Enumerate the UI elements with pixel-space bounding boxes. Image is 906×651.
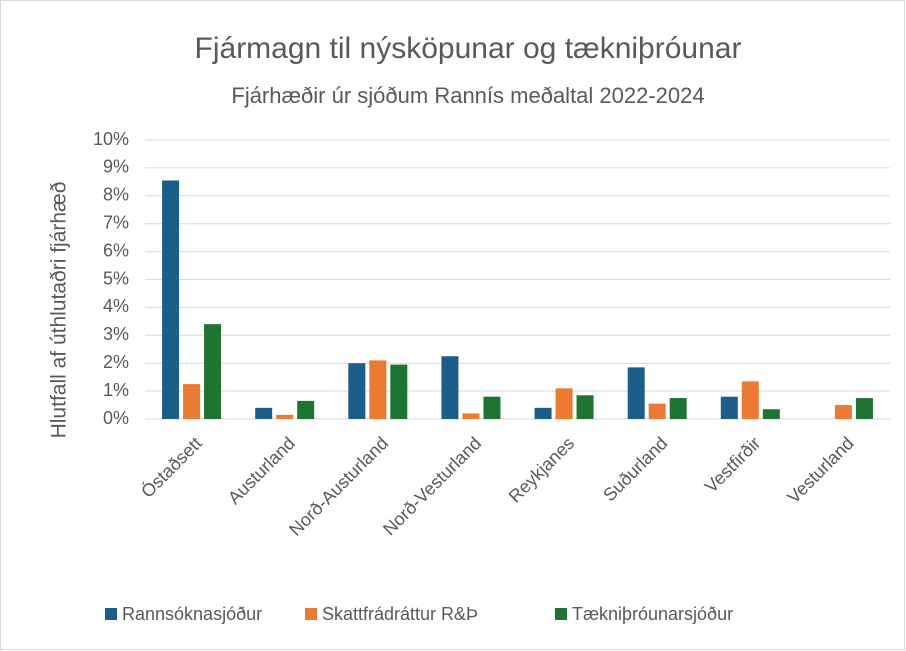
bar: [534, 407, 552, 419]
legend-marker: [105, 608, 117, 620]
y-tick-label: 8%: [103, 185, 129, 205]
legend-label: Rannsóknasjóður: [122, 604, 262, 624]
chart-subtitle: Fjárhæðir úr sjóðum Rannís meðaltal 2022…: [231, 83, 704, 108]
legend-label: Skattfrádráttur R&Þ: [322, 604, 478, 624]
legend-marker: [555, 608, 567, 620]
bar: [669, 398, 687, 419]
bar: [741, 381, 759, 419]
bar: [348, 363, 366, 419]
y-tick-label: 4%: [103, 296, 129, 316]
bar: [441, 356, 459, 419]
bar: [720, 396, 738, 419]
bar: [276, 414, 294, 419]
y-axis-label: Hlutfall af úthlutaðri fjárhæð: [48, 182, 71, 439]
y-tick-label: 7%: [103, 212, 129, 232]
bar: [204, 324, 222, 419]
bar: [576, 395, 594, 419]
y-tick-label: 3%: [103, 324, 129, 344]
bar: [162, 180, 180, 419]
bar: [183, 384, 201, 419]
bar: [255, 407, 273, 419]
legend-label: Tækniþróunarsjóður: [572, 604, 733, 624]
bar: [390, 364, 408, 419]
bar: [483, 396, 501, 419]
y-tick-label: 10%: [93, 129, 129, 149]
y-tick-label: 6%: [103, 240, 129, 260]
bar: [648, 403, 666, 419]
chart-title: Fjármagn til nýsköpunar og tækniþróunar: [195, 32, 742, 65]
y-tick-label: 5%: [103, 268, 129, 288]
bar: [627, 367, 645, 419]
bar: [855, 398, 873, 419]
y-tick-label: 0%: [103, 408, 129, 428]
bar: [762, 409, 780, 419]
bar: [834, 405, 852, 419]
y-tick-label: 2%: [103, 352, 129, 372]
legend-marker: [305, 608, 317, 620]
bar: [462, 413, 480, 419]
y-tick-label: 1%: [103, 380, 129, 400]
y-tick-label: 9%: [103, 157, 129, 177]
bar: [369, 360, 387, 419]
bar: [297, 400, 315, 419]
bar: [555, 388, 573, 419]
